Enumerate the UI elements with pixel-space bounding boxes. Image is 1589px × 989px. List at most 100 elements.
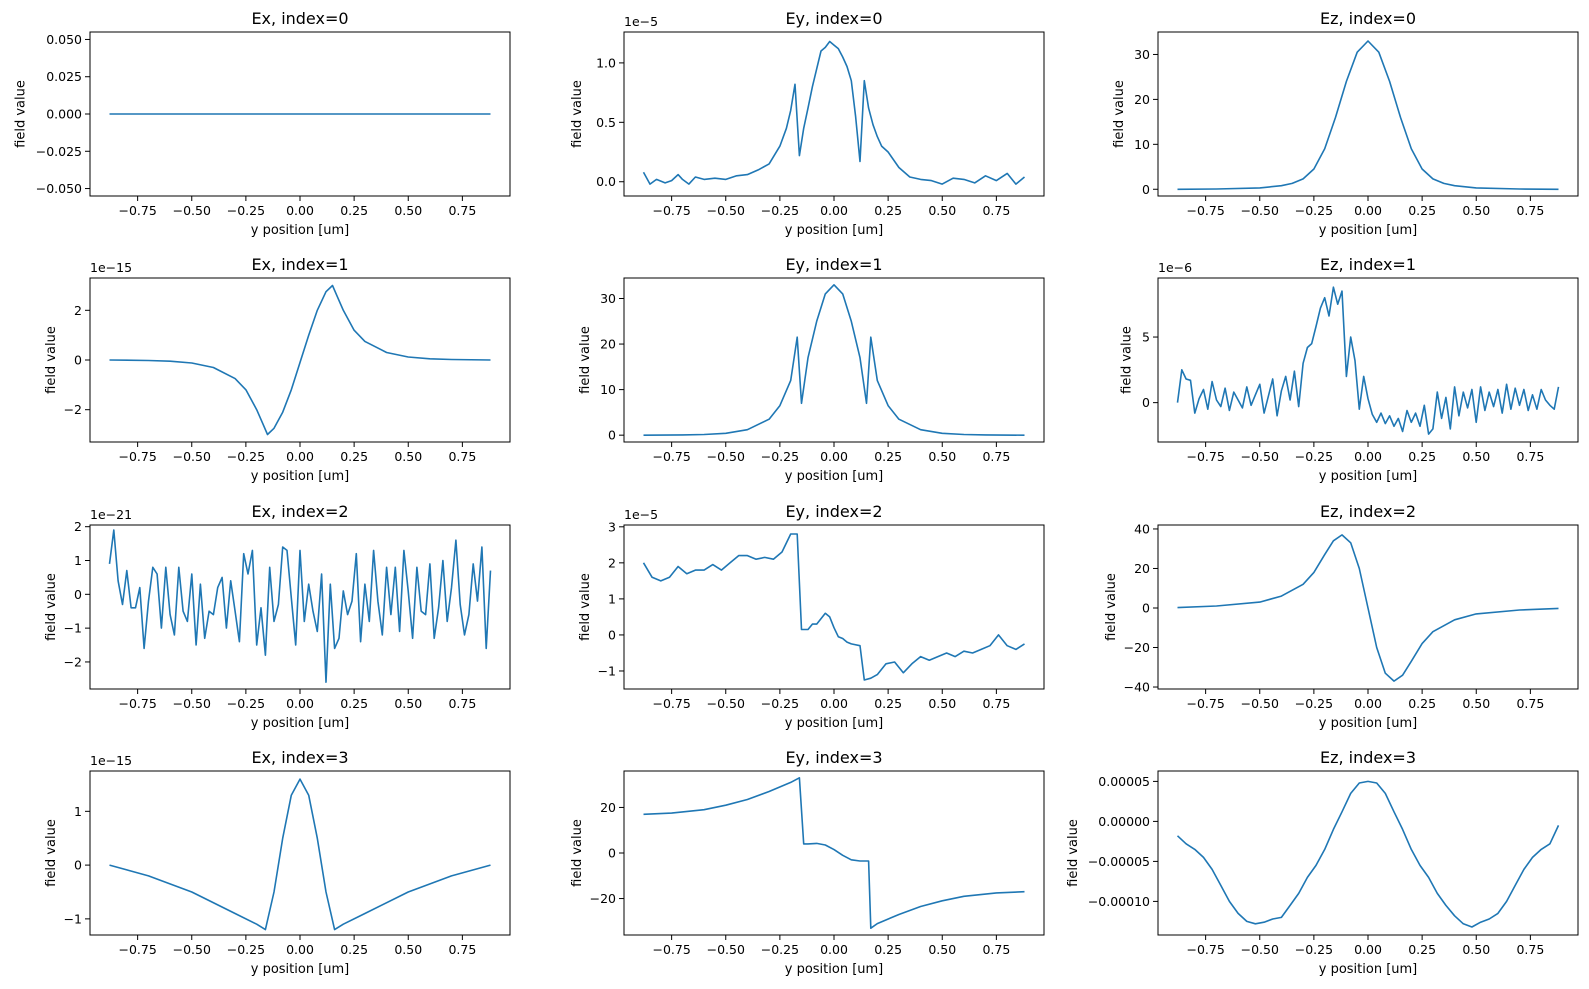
y-tick-label: −0.00005 (1088, 854, 1150, 869)
axes-frame (1157, 770, 1579, 936)
x-tick-label: −0.75 (118, 203, 156, 218)
subplot-title: Ey, index=3 (785, 748, 882, 767)
x-tick-label: 0.00 (820, 203, 848, 218)
x-tick-label: 0.00 (1354, 449, 1382, 464)
x-axis-label: y position [um] (251, 716, 350, 731)
subplot-title: Ex, index=2 (251, 502, 348, 521)
subplot-2: Ey, index=0 −0.75 −0.50 −0.25 0.00 0.25 0.50 0.… (570, 9, 1045, 238)
y-axis-label: field value (570, 819, 585, 887)
subplot-8: Ey, index=2 −0.75 −0.50 −0.25 0.00 0.25 0.50 0.… (578, 502, 1045, 731)
series-line (108, 529, 492, 684)
x-tick-label: −0.75 (1186, 449, 1224, 464)
series-line (1176, 780, 1560, 928)
y-tick-label: −20 (590, 891, 616, 906)
x-tick-label: 0.25 (340, 942, 368, 957)
x-tick-label: 0.50 (928, 942, 956, 957)
x-tick-label: 0.00 (286, 942, 314, 957)
y-tick-label: 2 (74, 519, 82, 534)
x-tick-label: −0.50 (707, 696, 745, 711)
x-tick-label: −0.50 (707, 449, 745, 464)
y-tick-label: 1.0 (596, 55, 616, 70)
subplot-9: Ez, index=2 −0.75 −0.50 −0.25 0.00 0.25 0.50 0.… (1104, 502, 1579, 731)
axis-offset-label: 1e−5 (624, 507, 658, 522)
y-tick-label: 1 (74, 553, 82, 568)
axis-offset-label: 1e−6 (1158, 260, 1192, 275)
x-tick-label: −0.75 (652, 449, 690, 464)
x-tick-label: 0.75 (982, 449, 1010, 464)
axis-offset-label: 1e−5 (624, 14, 658, 29)
y-tick-label: 0 (1142, 395, 1150, 410)
y-tick-label: 0.5 (596, 115, 616, 130)
y-tick-label: 30 (1134, 47, 1150, 62)
subplot-11: Ey, index=3 −0.75 −0.50 −0.25 0.00 0.25 0.50 0.… (570, 748, 1045, 977)
x-tick-label: 0.75 (1516, 449, 1544, 464)
y-tick-label: −2 (64, 402, 82, 417)
axis-offset-label: 1e−15 (90, 260, 132, 275)
x-tick-label: −0.25 (227, 696, 265, 711)
x-tick-label: 0.75 (448, 942, 476, 957)
x-tick-label: −0.50 (173, 942, 211, 957)
y-tick-label: 30 (600, 291, 616, 306)
x-tick-label: −0.25 (1295, 449, 1333, 464)
y-axis-label: field value (44, 819, 59, 887)
x-tick-label: 0.75 (982, 203, 1010, 218)
x-tick-label: 0.75 (1516, 942, 1544, 957)
subplot-title: Ez, index=1 (1320, 255, 1416, 274)
x-tick-label: −0.50 (1241, 942, 1279, 957)
subplot-6: Ez, index=1 −0.75 −0.50 −0.25 0.00 0.25 0.50 0.… (1119, 255, 1579, 484)
x-tick-label: 0.00 (820, 942, 848, 957)
series-line (642, 40, 1026, 185)
y-tick-label: 20 (600, 337, 616, 352)
x-tick-label: −0.25 (761, 696, 799, 711)
x-tick-label: −0.75 (1186, 696, 1224, 711)
y-tick-label: 40 (1134, 521, 1150, 536)
y-axis-label: field value (44, 573, 59, 641)
x-tick-label: −0.25 (227, 942, 265, 957)
subplot-title: Ex, index=0 (251, 9, 348, 28)
x-tick-label: 0.75 (1516, 203, 1544, 218)
subplot-4: Ex, index=1 −0.75 −0.50 −0.25 0.00 0.25 0.50 0.… (44, 255, 511, 484)
x-tick-label: −0.50 (707, 942, 745, 957)
x-tick-label: −0.25 (1295, 203, 1333, 218)
subplot-title: Ey, index=2 (785, 502, 882, 521)
x-tick-label: −0.75 (652, 696, 690, 711)
axes-frame (623, 770, 1045, 936)
x-tick-label: 0.25 (874, 203, 902, 218)
x-tick-label: −0.75 (1186, 942, 1224, 957)
y-tick-label: −20 (1124, 640, 1150, 655)
y-axis-label: field value (44, 326, 59, 394)
x-axis-label: y position [um] (1319, 962, 1418, 977)
x-tick-label: 0.75 (1516, 696, 1544, 711)
x-axis-label: y position [um] (785, 223, 884, 238)
y-tick-label: −0.050 (36, 181, 82, 196)
y-tick-label: 1 (74, 804, 82, 819)
y-axis-label: field value (13, 80, 28, 148)
x-tick-label: −0.75 (118, 696, 156, 711)
y-tick-label: −1 (64, 621, 82, 636)
x-tick-label: 0.50 (394, 203, 422, 218)
x-tick-label: −0.25 (1295, 696, 1333, 711)
y-tick-label: 20 (600, 800, 616, 815)
y-tick-label: −0.025 (36, 144, 82, 159)
subplot-5: Ey, index=1 −0.75 −0.50 −0.25 0.00 0.25 0.50 0.… (578, 255, 1045, 484)
y-axis-label: field value (578, 573, 593, 641)
axis-offset-label: 1e−15 (90, 753, 132, 768)
y-axis-label: field value (578, 326, 593, 394)
axes-frame (1157, 277, 1579, 443)
axes-frame (89, 770, 511, 936)
subplot-3: Ez, index=0 −0.75 −0.50 −0.25 0.00 0.25 0.50 0.… (1112, 9, 1579, 238)
x-tick-label: −0.75 (118, 942, 156, 957)
x-tick-label: −0.75 (652, 203, 690, 218)
x-tick-label: 0.75 (448, 696, 476, 711)
x-tick-label: −0.50 (1241, 696, 1279, 711)
y-tick-label: 0.0 (596, 174, 616, 189)
subplot-1: Ex, index=0 −0.75 −0.50 −0.25 0.00 0.25 0.50 0.… (13, 9, 511, 238)
y-tick-label: 20 (1134, 92, 1150, 107)
y-tick-label: 0.000 (46, 107, 82, 122)
subplot-title: Ez, index=0 (1320, 9, 1416, 28)
y-tick-label: −1 (64, 911, 82, 926)
x-tick-label: 0.25 (1408, 449, 1436, 464)
x-tick-label: 0.25 (1408, 942, 1436, 957)
y-axis-label: field value (1066, 819, 1081, 887)
x-tick-label: 0.00 (1354, 942, 1382, 957)
